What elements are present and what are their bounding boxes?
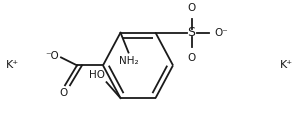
Text: O: O: [60, 88, 68, 98]
Text: NH₂: NH₂: [119, 55, 138, 65]
Text: ⁻O: ⁻O: [45, 51, 59, 61]
Text: O: O: [187, 3, 195, 13]
Text: K⁺: K⁺: [280, 60, 293, 70]
Text: O: O: [187, 53, 195, 63]
Text: HO: HO: [89, 70, 105, 80]
Text: K⁺: K⁺: [5, 60, 18, 70]
Text: S: S: [187, 26, 195, 39]
Text: O⁻: O⁻: [215, 28, 228, 38]
